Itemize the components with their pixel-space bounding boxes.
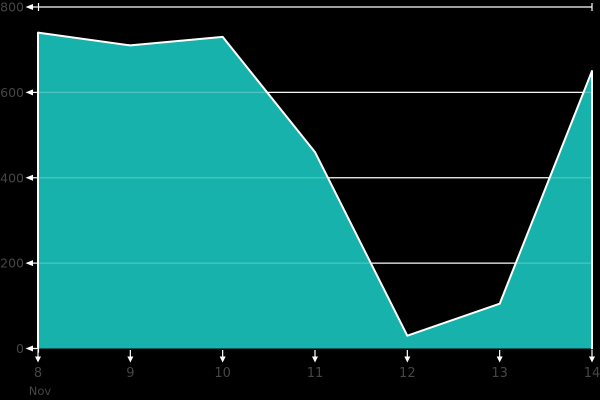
x-axis-label-12: 12 bbox=[399, 366, 416, 381]
y-axis-label-0: 0 bbox=[16, 341, 24, 356]
x-axis-labels: 8 9 10 11 12 13 14 bbox=[34, 366, 600, 381]
y-tick-arrow-800 bbox=[25, 4, 33, 10]
x-ticks-layer bbox=[35, 350, 595, 363]
x-tick-arrow-10 bbox=[219, 356, 226, 363]
y-tick-arrow-0 bbox=[25, 345, 33, 352]
x-tick-arrow-12 bbox=[404, 356, 411, 363]
x-tick-arrow-8 bbox=[35, 356, 41, 363]
y-tick-arrow-400 bbox=[25, 174, 33, 181]
y-tick-arrow-600 bbox=[25, 89, 33, 96]
y-axis-label-800: 800 bbox=[0, 0, 24, 15]
series-line bbox=[37, 31, 593, 350]
x-tick-arrow-13 bbox=[496, 356, 503, 363]
x-axis-label-10: 10 bbox=[214, 366, 231, 381]
x-tick-arrow-9 bbox=[127, 356, 134, 363]
y-tick-arrow-200 bbox=[25, 260, 33, 267]
x-axis-label-13: 13 bbox=[491, 366, 508, 381]
y-axis-label-200: 200 bbox=[0, 256, 24, 271]
x-tick-arrow-14 bbox=[589, 356, 595, 363]
y-axis-labels: 0 200 400 600 800 bbox=[0, 0, 24, 356]
x-axis-label-8: 8 bbox=[34, 366, 42, 381]
month-label: Nov bbox=[29, 384, 52, 398]
x-axis-label-11: 11 bbox=[307, 366, 324, 381]
gridlines-overlay-layer bbox=[38, 6, 592, 264]
x-axis-label-14: 14 bbox=[584, 366, 600, 381]
x-tick-arrow-11 bbox=[312, 356, 318, 363]
y-axis-label-600: 600 bbox=[0, 85, 24, 100]
x-axis-label-9: 9 bbox=[126, 366, 134, 381]
area-fill bbox=[38, 32, 592, 349]
y-axis-label-400: 400 bbox=[0, 170, 24, 185]
